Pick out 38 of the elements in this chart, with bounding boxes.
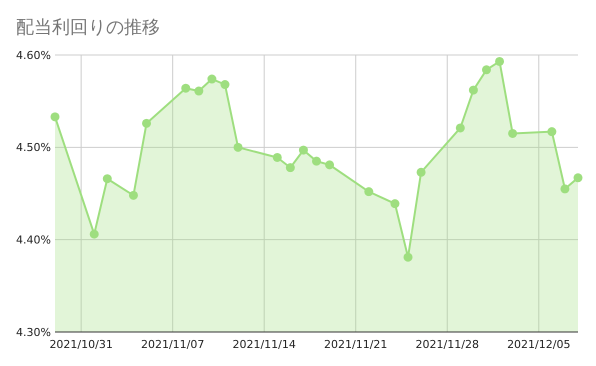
point (482, 65, 491, 74)
y-tick-label: 4.30% (16, 326, 51, 339)
y-tick-label: 4.50% (16, 141, 51, 154)
point (416, 168, 426, 177)
point (181, 84, 190, 93)
point (468, 86, 478, 95)
y-tick-label: 4.60% (16, 48, 51, 62)
point (508, 128, 518, 138)
point (286, 163, 295, 172)
point (272, 152, 282, 162)
point (102, 174, 112, 184)
point (574, 173, 582, 182)
point (364, 187, 374, 196)
point (234, 142, 243, 152)
point (495, 56, 504, 66)
point (547, 127, 556, 136)
x-tick-label: 2021/11/07 (140, 338, 204, 351)
x-tick-label: 2021/10/31 (49, 338, 113, 351)
point (50, 112, 60, 122)
point (560, 184, 570, 194)
point (207, 74, 216, 84)
point (298, 146, 308, 155)
x-tick-label: 2021/11/14 (232, 338, 296, 351)
point (312, 156, 321, 166)
x-tick-label: 2021/11/21 (324, 338, 388, 351)
x-tick-label: 2021/11/28 (416, 338, 479, 351)
x-tick-label: 2021/12/05 (507, 338, 570, 351)
point (390, 199, 400, 208)
point (90, 230, 99, 239)
chart-title: 配当利回りの推移 (16, 17, 160, 38)
point (128, 190, 138, 200)
y-tick-label: 4.40% (16, 234, 51, 247)
point (456, 123, 465, 132)
point (325, 160, 334, 170)
point (142, 118, 152, 128)
point (404, 252, 413, 262)
point (194, 86, 204, 96)
point (220, 80, 230, 90)
